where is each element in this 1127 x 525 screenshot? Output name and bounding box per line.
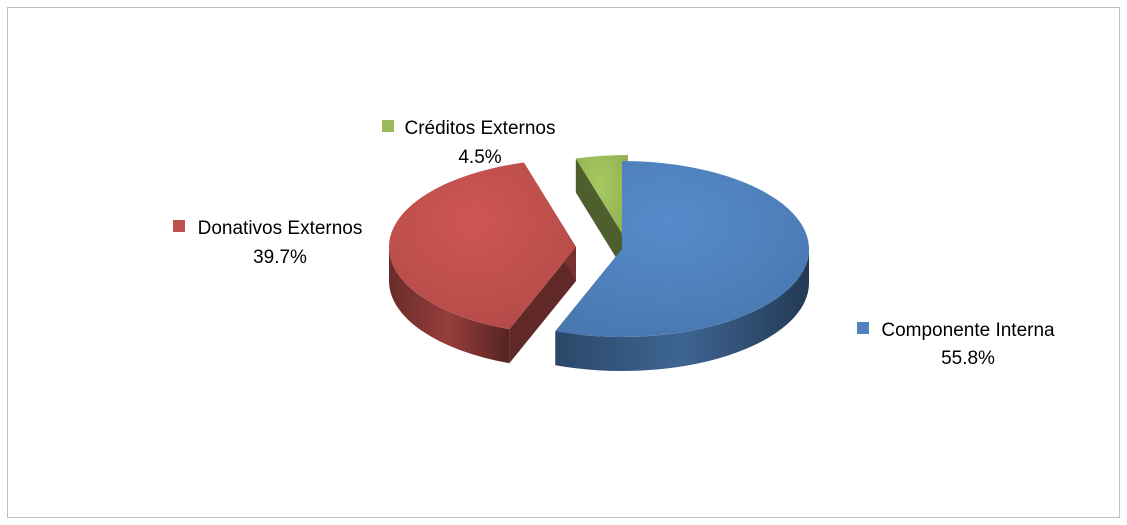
- pie-slice-top: [555, 161, 809, 337]
- pie-slice-0: [555, 161, 809, 371]
- pie-slice-1: [389, 162, 576, 364]
- pie-slice-2: [575, 155, 628, 277]
- pie-slice-wall: [575, 158, 628, 277]
- pie-slice-wall: [509, 247, 576, 364]
- data-label-name: Componente Interna: [881, 320, 1055, 341]
- data-label-value: 4.5%: [458, 147, 501, 168]
- data-label-name: Créditos Externos: [404, 118, 555, 139]
- data-label-value: 55.8%: [941, 348, 995, 369]
- pie-slice-top: [389, 162, 576, 330]
- legend-key-2: [382, 120, 394, 132]
- pie-slice-side: [555, 249, 809, 371]
- legend-key-0: [857, 322, 869, 334]
- pie-slice-side: [389, 247, 510, 364]
- data-label-name: Donativos Externos: [198, 218, 363, 239]
- pie-slice-top: [575, 155, 628, 243]
- legend-key-1: [173, 220, 185, 232]
- data-label-value: 39.7%: [253, 247, 307, 268]
